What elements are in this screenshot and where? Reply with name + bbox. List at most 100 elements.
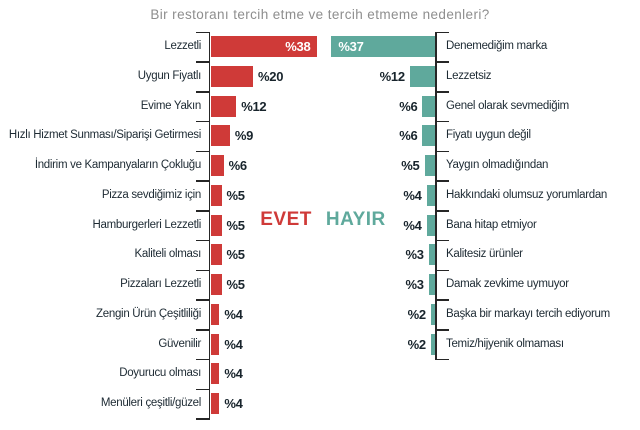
category-label-hayir: Temiz/hijyenik olmaması — [446, 337, 564, 350]
bar-hayir — [430, 333, 435, 355]
category-label-evet: Pizza sevdiğimiz için — [101, 188, 201, 201]
category-label-evet: İndirim ve Kampanyaların Çokluğu — [34, 159, 201, 171]
value-label-hayir: %3 — [405, 277, 424, 292]
bar-evet — [211, 155, 224, 176]
tick-mark-evet — [196, 299, 210, 301]
value-label-hayir: %5 — [401, 158, 420, 173]
bar-evet — [211, 125, 230, 147]
value-label-evet: %5 — [226, 187, 246, 203]
value-label-hayir: %4 — [403, 217, 422, 233]
value-label-hayir: %3 — [405, 247, 424, 263]
tick-mark-hayir — [435, 358, 449, 361]
value-label-evet: %4 — [224, 306, 243, 322]
bar-hayir — [426, 184, 435, 206]
bar-evet — [211, 214, 222, 236]
bar-hayir — [428, 244, 435, 266]
category-label-evet: Zengin Ürün Çeşitliliği — [96, 307, 201, 320]
value-label-hayir: %6 — [399, 128, 418, 144]
category-label-hayir: Bana hitap etmiyor — [446, 218, 537, 231]
bar-evet — [211, 65, 253, 87]
tick-mark-hayir — [435, 269, 449, 272]
chart-title: Bir restoranı tercih etme ve tercih etme… — [150, 7, 490, 22]
bar-hayir — [422, 95, 435, 117]
category-label-hayir: Kalitesiz ürünler — [446, 248, 523, 261]
category-label-hayir: Genel olarak sevmediğim — [446, 99, 569, 112]
tick-mark-evet — [196, 329, 210, 331]
category-label-hayir: Lezzetsiz — [446, 69, 492, 82]
bar-evet — [211, 95, 237, 117]
tick-mark-evet — [196, 358, 210, 361]
category-label-hayir: Hakkındaki olumsuz yorumlardan — [446, 188, 608, 201]
bar-hayir — [422, 125, 435, 147]
tick-mark-evet — [196, 418, 210, 420]
center-legend: EVET HAYIR — [211, 209, 435, 231]
bar-evet — [211, 393, 220, 414]
tick-mark-hayir — [435, 120, 449, 123]
value-label-hayir: %2 — [407, 336, 427, 352]
tick-mark-evet — [196, 388, 210, 391]
value-label-evet: %38 — [285, 39, 311, 54]
tick-mark-hayir — [435, 150, 449, 153]
category-label-evet: Lezzetli — [164, 40, 201, 52]
category-label-hayir: Yaygın olmadığından — [446, 159, 549, 171]
tick-mark-hayir — [435, 299, 449, 301]
tick-mark-hayir — [435, 239, 449, 242]
value-label-evet: %5 — [226, 247, 246, 263]
category-label-evet: Pizzaları Lezzetli — [120, 278, 201, 290]
value-label-evet: %4 — [224, 336, 243, 352]
bar-evet — [211, 333, 220, 355]
category-label-hayir: Başka bir markayı tercih ediyorum — [446, 307, 610, 320]
value-label-evet: %12 — [241, 98, 267, 114]
tick-mark-hayir — [435, 31, 449, 34]
bar-evet — [211, 363, 220, 385]
category-label-evet: Hızlı Hizmet Sunması/Siparişi Getirmesi — [8, 129, 201, 142]
value-label-evet: %4 — [224, 396, 243, 411]
tick-mark-hayir — [435, 210, 449, 212]
category-label-hayir: Damak zevkime uymuyor — [446, 278, 569, 290]
value-label-hayir: %6 — [399, 98, 418, 114]
bar-evet — [211, 274, 222, 295]
axis-line-evet — [208, 31, 210, 420]
bar-evet — [211, 36, 318, 57]
tick-mark-evet — [196, 150, 210, 153]
tick-mark-evet — [196, 239, 210, 242]
category-label-evet: Hamburgerleri Lezzetli — [92, 218, 202, 231]
tick-mark-evet — [196, 61, 210, 63]
value-label-hayir: %37 — [338, 39, 364, 54]
category-label-hayir: Denemediğim marka — [446, 40, 547, 52]
value-label-evet: %20 — [258, 68, 284, 84]
value-label-evet: %9 — [234, 128, 254, 144]
bar-hayir — [428, 274, 435, 295]
tick-mark-hayir — [435, 329, 449, 331]
category-label-hayir: Fiyatı uygun değil — [446, 129, 531, 142]
tick-mark-evet — [196, 91, 210, 93]
category-label-evet: Menüleri çeşitli/güzel — [100, 397, 201, 409]
value-label-evet: %4 — [224, 366, 243, 382]
category-label-evet: Uygun Fiyatlı — [137, 69, 202, 82]
axis-line-hayir — [435, 31, 437, 361]
tick-mark-evet — [196, 180, 210, 182]
value-label-evet: %5 — [226, 277, 246, 292]
legend-label-evet: EVET — [260, 209, 312, 230]
bar-hayir — [426, 214, 435, 236]
bar-evet — [211, 184, 222, 206]
category-label-evet: Evime Yakın — [140, 99, 202, 112]
bar-hayir — [430, 303, 435, 325]
tick-mark-evet — [196, 31, 210, 34]
legend-label-hayir: HAYIR — [325, 209, 386, 230]
value-label-hayir: %4 — [403, 187, 422, 203]
tick-mark-evet — [196, 120, 210, 123]
category-label-evet: Kaliteli olması — [134, 248, 202, 261]
category-label-evet: Güvenilir — [158, 337, 201, 350]
bar-evet — [211, 244, 222, 266]
value-label-hayir: %2 — [407, 306, 427, 322]
tick-mark-hayir — [435, 61, 449, 63]
bar-evet — [211, 303, 220, 325]
bar-hayir — [331, 36, 435, 57]
bar-hayir — [424, 155, 435, 176]
value-label-evet: %5 — [226, 217, 246, 233]
tick-mark-hayir — [435, 180, 449, 182]
bar-hayir — [409, 65, 435, 87]
tick-mark-evet — [196, 269, 210, 272]
